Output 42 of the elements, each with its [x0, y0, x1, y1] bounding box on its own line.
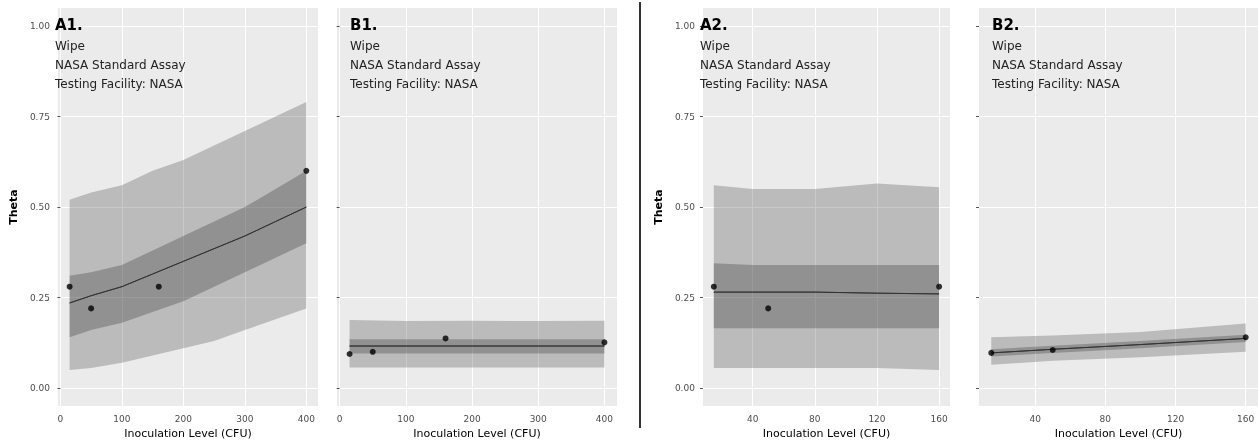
y-tick-label: 0.00: [674, 383, 696, 393]
x-tick-label: 100: [397, 413, 415, 424]
x-tick-label: 0: [336, 413, 343, 424]
text: B1.: [350, 15, 378, 34]
text: B2.: [992, 15, 1020, 34]
x-tick-label: 80: [809, 413, 821, 424]
text: Wipe NASA Standard Assay Testing Facility: NASA: [349, 38, 481, 91]
x-tick-label: 120: [1166, 413, 1185, 424]
y-tick-label: 0.00: [29, 383, 51, 393]
y-tick-label: 1.00: [29, 21, 51, 32]
x-tick-label: 0: [57, 413, 64, 424]
y-tick-label: 0.75: [674, 111, 695, 122]
x-axis-title: Inoculation Level (CFU): [124, 427, 252, 440]
x-tick-label: 120: [868, 413, 886, 424]
x-tick-label: 160: [930, 413, 948, 424]
y-tick-label: 0.75: [29, 111, 50, 122]
text: Wipe NASA Standard Assay Testing Facility: NASA: [699, 38, 831, 91]
text: Wipe NASA Standard Assay Testing Facility: NASA: [991, 38, 1123, 91]
x-tick-label: 200: [174, 413, 193, 424]
x-tick-label: 160: [1237, 413, 1255, 424]
x-tick-label: 200: [463, 413, 481, 424]
x-axis-title: Inoculation Level (CFU): [413, 427, 541, 440]
y-tick-label: 0.25: [674, 292, 695, 303]
text: A1.: [55, 15, 83, 34]
x-tick-label: 300: [236, 413, 254, 424]
y-tick-label: 0.25: [29, 292, 50, 303]
y-tick-label: 0.50: [674, 202, 696, 213]
y-tick-label: 0.50: [29, 202, 51, 213]
text: A2.: [700, 15, 728, 34]
x-tick-label: 400: [595, 413, 614, 424]
x-tick-label: 80: [1099, 413, 1112, 424]
x-tick-label: 300: [529, 413, 548, 424]
x-axis-title: Inoculation Level (CFU): [1054, 427, 1183, 440]
x-tick-label: 40: [746, 413, 759, 424]
x-axis-title: Inoculation Level (CFU): [762, 427, 891, 440]
y-tick-label: 1.00: [674, 21, 696, 32]
x-tick-label: 100: [113, 413, 131, 424]
x-tick-label: 400: [297, 413, 316, 424]
y-axis-title: Theta: [7, 189, 20, 225]
x-tick-label: 40: [1029, 413, 1042, 424]
text: Wipe NASA Standard Assay Testing Facility: NASA: [54, 38, 186, 91]
y-axis-title: Theta: [652, 189, 665, 225]
